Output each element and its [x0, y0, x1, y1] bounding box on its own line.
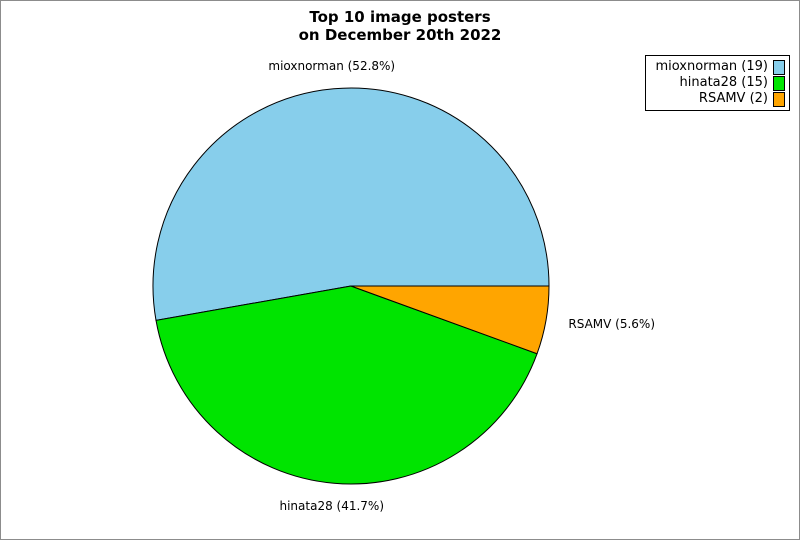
legend-swatch-0 [773, 59, 785, 75]
legend-label-2: RSAMV (2) [698, 91, 768, 106]
slice-label-hinata28: hinata28 (41.7%) [279, 498, 385, 513]
pie-slice-rsamv [350, 285, 550, 355]
legend-swatch-2 [773, 91, 785, 107]
pie-slice-mioxnorman [152, 87, 550, 321]
legend-row-0: mioxnorman (19) [655, 59, 785, 75]
legend-swatch-1 [773, 75, 785, 91]
legend-box: mioxnorman (19) hinata28 (15) RSAMV (2) [645, 55, 790, 111]
legend-label-0: mioxnorman (19) [655, 59, 768, 74]
chart-title-line-1: Top 10 image posters [309, 8, 491, 26]
legend-row-2: RSAMV (2) [655, 91, 785, 107]
legend-row-1: hinata28 (15) [655, 75, 785, 91]
pie-slice-hinata28 [155, 285, 538, 485]
slice-label-rsamv: RSAMV (5.6%) [568, 317, 656, 332]
slice-label-mioxnorman: mioxnorman (52.8%) [268, 59, 396, 74]
chart-title-line-2: on December 20th 2022 [298, 26, 502, 44]
legend-label-1: hinata28 (15) [679, 75, 768, 90]
chart-title: Top 10 image posters on December 20th 20… [1, 8, 799, 44]
